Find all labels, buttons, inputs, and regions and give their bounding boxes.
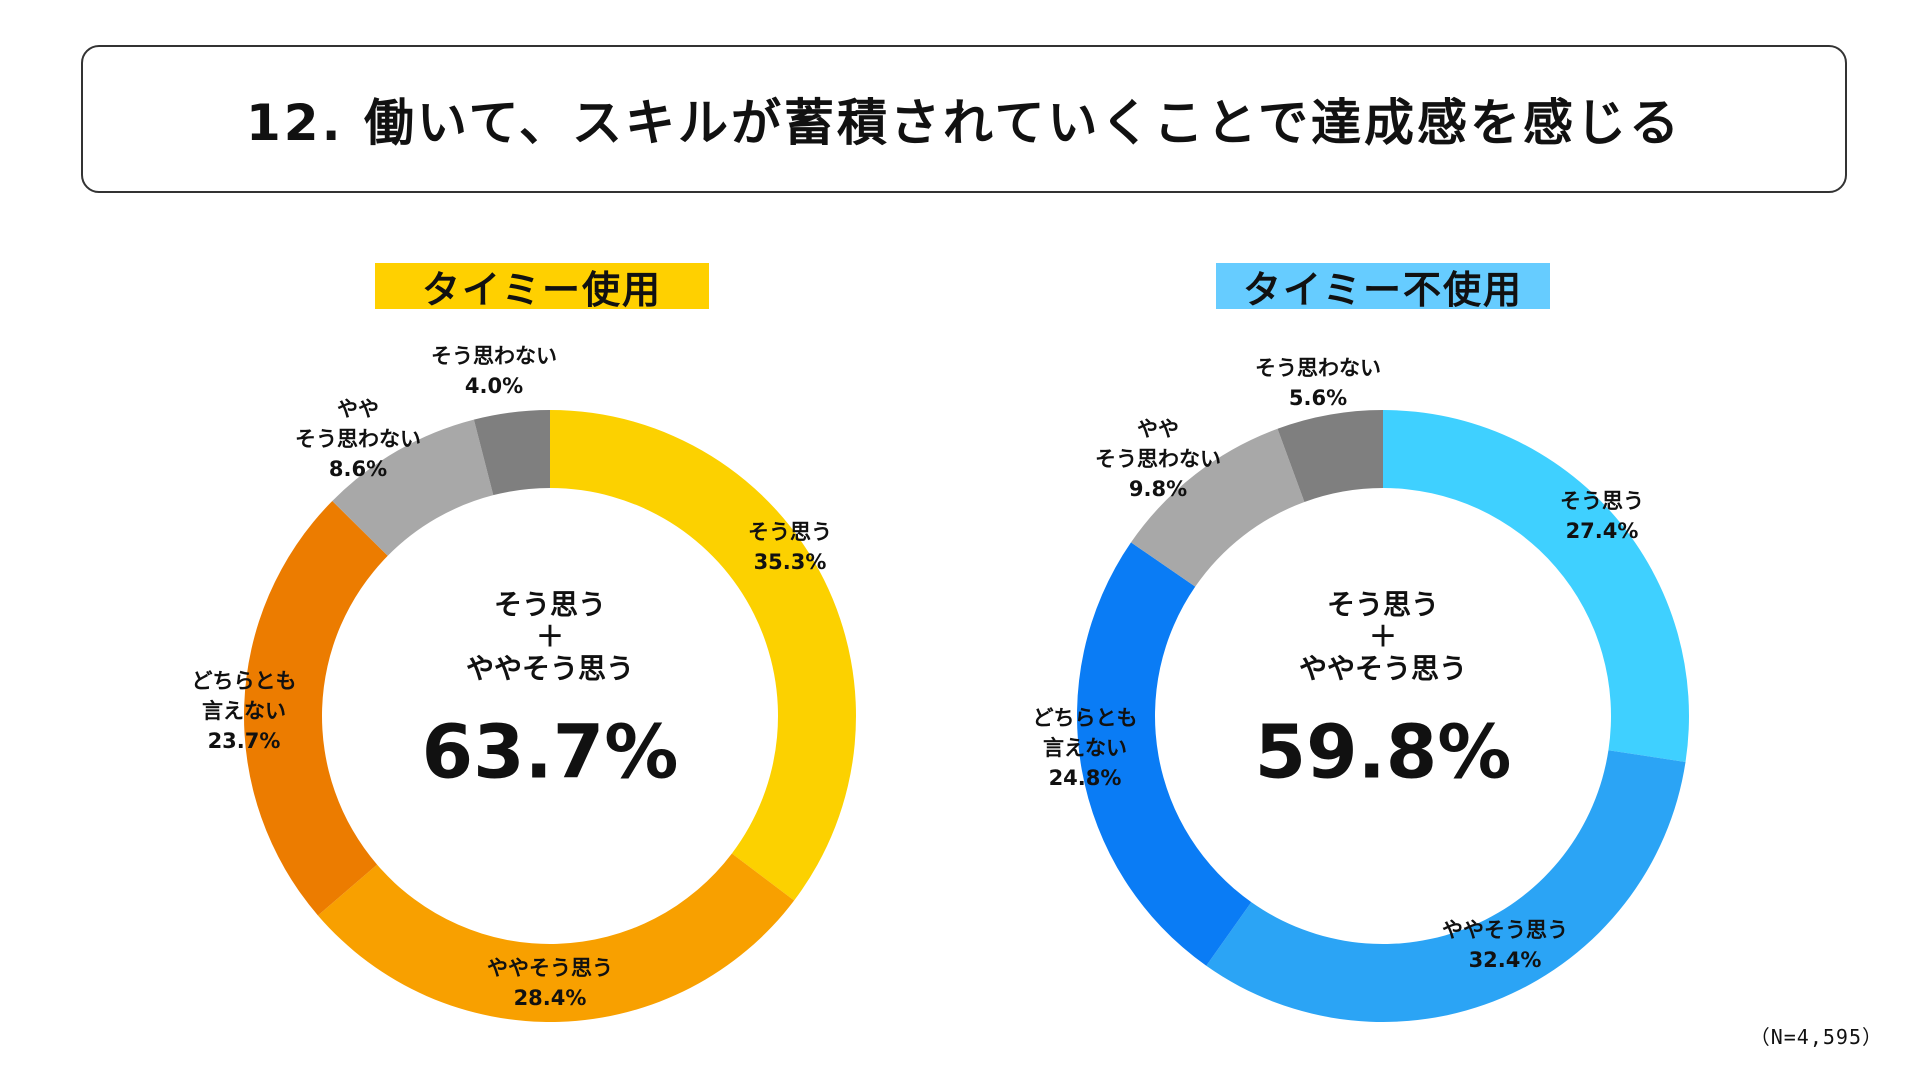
slice-value: 27.4% <box>1566 519 1639 543</box>
donut-slice <box>550 410 857 901</box>
slice-label: やや <box>1137 417 1179 441</box>
slice-label: ややそう思う <box>1442 918 1568 942</box>
page-title: 12. 働いて、スキルが蓄積されていくことで達成感を感じる <box>246 94 1682 152</box>
slice-value: 24.8% <box>1049 766 1122 790</box>
center-caption: そう思う <box>494 588 606 621</box>
slice-value: 8.6% <box>329 457 387 481</box>
donut-slice <box>317 853 795 1022</box>
slice-label: そう思わない <box>295 427 421 451</box>
center-caption: ＋ <box>1369 620 1397 653</box>
donut-slice <box>1076 542 1252 966</box>
chart-label-timee-used: タイミー使用 <box>375 263 709 312</box>
chart-label-timee-not-used: タイミー不使用 <box>1216 263 1550 312</box>
title-box: 12. 働いて、スキルが蓄積されていくことで達成感を感じる <box>81 45 1847 193</box>
donut-slice <box>1277 410 1383 502</box>
slice-label: どちらとも <box>1033 706 1138 730</box>
center-caption: そう思う <box>1327 588 1439 621</box>
slice-value: 28.4% <box>514 986 587 1010</box>
slice-label: そう思う <box>1560 489 1644 513</box>
slice-label: 言えない <box>1043 736 1127 760</box>
slice-label: そう思わない <box>1095 447 1221 471</box>
slice-value: 5.6% <box>1289 386 1347 410</box>
slice-label: ややそう思う <box>487 956 613 980</box>
slice-value: 9.8% <box>1129 477 1187 501</box>
donut-slice <box>1130 428 1305 587</box>
slice-label: そう思わない <box>431 344 557 368</box>
slice-label: そう思う <box>748 520 832 544</box>
slice-value: 4.0% <box>465 374 523 398</box>
center-total-value: 59.8% <box>1255 710 1512 796</box>
donut-slice <box>1206 750 1686 1023</box>
slice-value: 35.3% <box>754 550 827 574</box>
donut-slice <box>243 500 388 916</box>
slice-value: 32.4% <box>1469 948 1542 972</box>
slice-label: そう思わない <box>1255 356 1381 380</box>
center-caption: ややそう思う <box>466 652 634 685</box>
donut-slice <box>332 419 494 556</box>
center-caption: ややそう思う <box>1299 652 1467 685</box>
center-caption: ＋ <box>536 620 564 653</box>
slice-label: 言えない <box>202 699 286 723</box>
slice-value: 23.7% <box>208 729 281 753</box>
donut-slice <box>1383 409 1689 762</box>
donut-slice <box>473 410 550 496</box>
center-total-value: 63.7% <box>422 710 679 796</box>
sample-size-note: （N=4,595） <box>1749 1025 1883 1049</box>
slice-label: どちらとも <box>192 669 297 693</box>
slice-label: やや <box>337 397 379 421</box>
